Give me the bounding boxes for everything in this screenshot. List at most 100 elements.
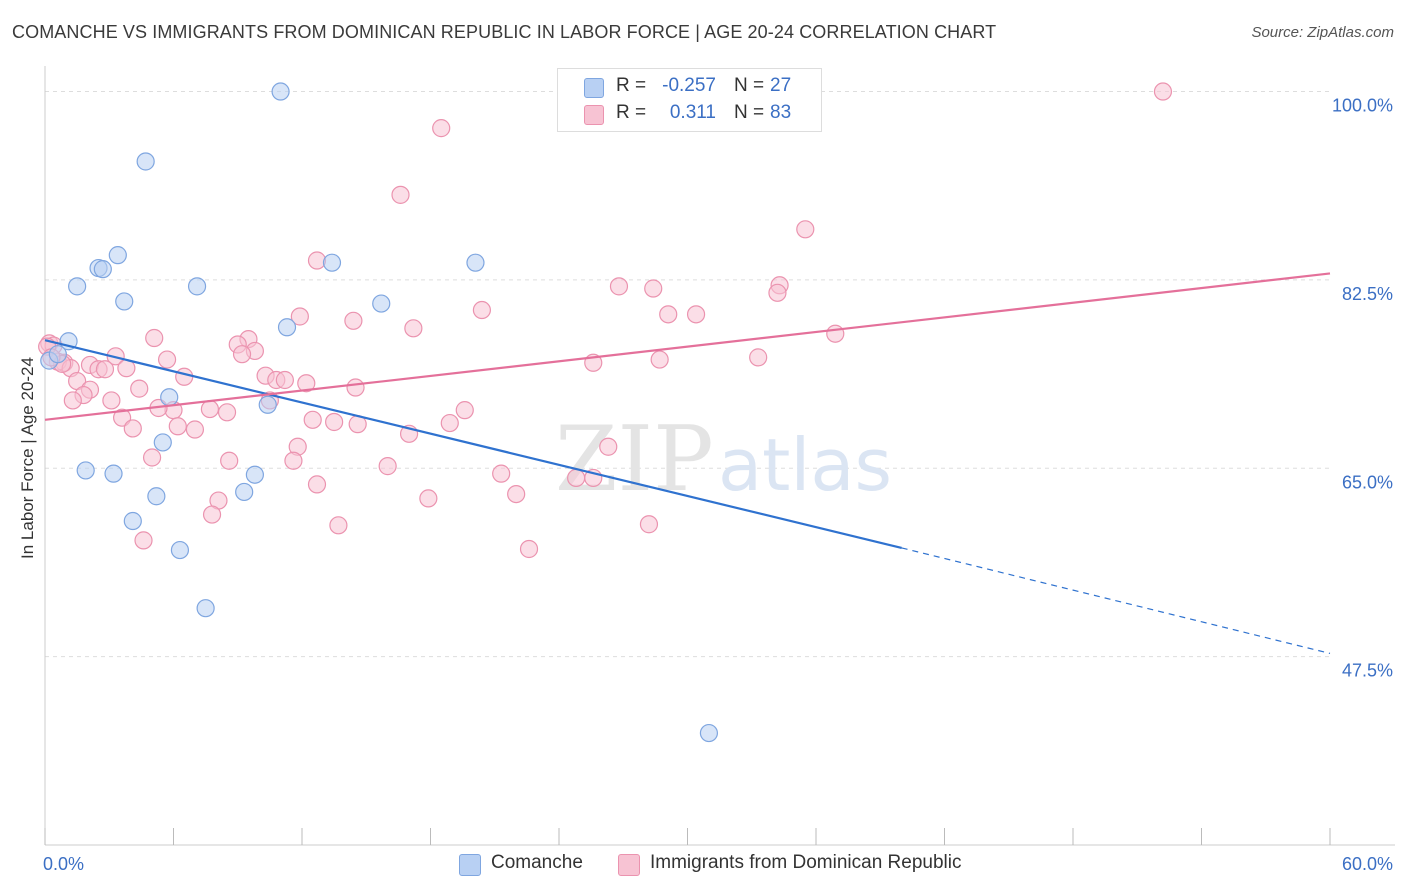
dominican-point (157, 350, 177, 369)
dominican-point (123, 419, 142, 438)
axes (44, 66, 1395, 846)
dominican-point (134, 531, 153, 550)
dominican-point (659, 305, 678, 324)
comanche-point (123, 511, 142, 531)
comanche-point (160, 388, 179, 407)
trend-lines (44, 272, 1331, 654)
dominican-point (391, 185, 410, 204)
legend-label-comanche: Comanche (491, 852, 583, 873)
x-tick-label-max: 60.0% (1342, 854, 1393, 874)
dominican-point (232, 345, 252, 364)
dominican-point (440, 413, 459, 433)
correlation-legend: R = -0.257 N = 27 R = 0.311 N = 83 (557, 68, 822, 132)
comanche-point (108, 246, 127, 265)
legend-r-label: R = (616, 75, 647, 96)
comanche-trend-extension (901, 547, 1331, 654)
dominican-point (519, 539, 539, 559)
dominican-point (644, 279, 663, 298)
y-tick-label: 82.5% (1342, 284, 1393, 304)
comanche-point (245, 465, 264, 484)
dominican-point (168, 417, 187, 436)
dominican-point (344, 311, 363, 330)
dominican-point (102, 391, 121, 410)
dominican-point (284, 451, 303, 470)
y-tick-labels: 47.5% 65.0% 82.5% 100.0% (1332, 96, 1393, 681)
legend-n-label: N = (734, 75, 765, 96)
legend-n-label: N = (734, 102, 765, 123)
dominican-point (112, 408, 132, 427)
dominican-point (1153, 82, 1173, 101)
x-tick-labels: 0.0% 60.0% (43, 854, 1393, 874)
dominican-point (145, 328, 164, 348)
dominican-point (455, 401, 474, 420)
dominican-point (220, 451, 239, 470)
legend-swatch-dominican (618, 854, 640, 876)
dominican-point (346, 378, 365, 397)
dominican-point (432, 119, 451, 138)
dominican-point (419, 489, 438, 508)
dominican-point (749, 348, 768, 367)
dominican-point (567, 468, 586, 488)
dominican-point (307, 251, 327, 270)
y-axis-label: In Labor Force | Age 20-24 (18, 357, 37, 559)
dominican-point (768, 283, 787, 302)
legend-r-label: R = (616, 102, 647, 123)
comanche-point (466, 253, 485, 272)
comanche-point (147, 487, 166, 506)
comanche-trend-line (44, 339, 902, 549)
comanche-point (68, 277, 87, 296)
dominican-point (329, 516, 348, 535)
dominican-point (507, 484, 526, 504)
dominican-point (200, 399, 220, 419)
watermark-atlas: atlas (718, 423, 892, 507)
dominican-point (130, 379, 149, 398)
comanche-point (170, 540, 190, 560)
dominican-point (796, 220, 815, 239)
comanche-point (115, 292, 134, 311)
y-tick-label: 100.0% (1332, 96, 1393, 116)
dominican-point (275, 370, 294, 390)
legend-row-dominican: R = 0.311 N = 83 (558, 101, 821, 127)
comanche-point (235, 482, 254, 502)
legend-swatch-dominican (584, 105, 604, 125)
comanche-point (153, 433, 172, 452)
gridlines (45, 91, 1330, 658)
series-dominican-points (38, 82, 1173, 559)
comanche-point (258, 395, 277, 414)
dominican-point (202, 505, 222, 524)
dominican-point (404, 319, 423, 338)
legend-n-value-dominican: 83 (770, 102, 792, 123)
dominican-point (63, 391, 82, 410)
dominican-point (185, 420, 205, 439)
comanche-point (76, 461, 95, 480)
comanche-point (372, 294, 391, 313)
series-comanche-points (40, 82, 719, 743)
comanche-point (699, 723, 719, 743)
dominican-point (217, 403, 237, 422)
chart-title: COMANCHE VS IMMIGRANTS FROM DOMINICAN RE… (12, 22, 997, 42)
legend-label-dominican: Immigrants from Dominican Republic (650, 852, 962, 873)
comanche-point (277, 318, 297, 337)
comanche-point (93, 260, 112, 279)
legend-row-comanche: R = -0.257 N = 27 (558, 74, 821, 100)
dominican-point (297, 374, 316, 393)
dominican-trend-line (44, 272, 1331, 421)
comanche-point (196, 599, 215, 618)
watermark-zip: ZIP (555, 407, 714, 512)
dominican-point (175, 367, 194, 386)
dominican-point (303, 410, 322, 429)
comanche-point (104, 464, 123, 483)
dominican-point (142, 448, 162, 467)
comanche-point (271, 82, 290, 101)
legend-swatch-comanche (584, 78, 604, 98)
dominican-point (290, 307, 309, 326)
x-tick-label-min: 0.0% (43, 854, 84, 874)
dominican-point (686, 305, 706, 324)
legend-r-value-comanche: -0.257 (662, 75, 716, 96)
comanche-point (48, 345, 67, 364)
dominican-point (492, 464, 511, 483)
dominican-point (95, 360, 115, 379)
dominican-point (639, 515, 659, 534)
legend-swatch-comanche (459, 854, 481, 876)
